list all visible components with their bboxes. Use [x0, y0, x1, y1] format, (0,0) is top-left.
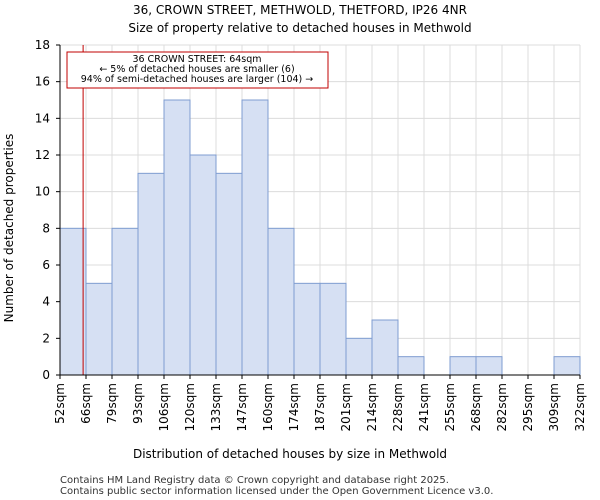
x-tick-label: 255sqm [443, 383, 457, 431]
chart-title: 36, CROWN STREET, METHWOLD, THETFORD, IP… [133, 3, 467, 17]
y-axis-label: Number of detached properties [2, 134, 16, 323]
x-tick-label: 106sqm [157, 383, 171, 431]
bar-52sqm [59, 227, 87, 376]
bar-79sqm [111, 227, 139, 376]
bar-66sqm [85, 282, 113, 376]
x-tick-label: 147sqm [235, 383, 249, 431]
x-tick-label: 120sqm [183, 383, 197, 431]
x-tick-label: 52sqm [53, 383, 67, 424]
y-tick-label: 10 [35, 185, 50, 199]
x-tick-label: 309sqm [547, 383, 561, 431]
bar-106sqm [163, 99, 191, 376]
x-tick-label: 282sqm [495, 383, 509, 431]
chart-subtitle: Size of property relative to detached ho… [128, 21, 471, 35]
x-tick-labels: 52sqm 66sqm 79sqm 93sqm 106sqm 120sqm 133sqm 14… [53, 383, 587, 431]
annotation-line-1: 36 CROWN STREET: 64sqm [132, 54, 261, 65]
x-tick-label: 133sqm [209, 383, 223, 431]
x-tick-label: 322sqm [573, 383, 587, 431]
y-tick-label: 4 [42, 295, 50, 309]
bar-187sqm [319, 282, 347, 376]
y-tick-label: 14 [35, 111, 50, 125]
y-tick-label: 12 [35, 148, 50, 162]
x-tick-label: 295sqm [521, 383, 535, 431]
footer-line-2: Contains public sector information licen… [60, 486, 493, 497]
axes [56, 44, 581, 379]
bar-268sqm [475, 356, 503, 376]
y-tick-label: 0 [42, 368, 50, 382]
bar-201sqm [345, 337, 373, 376]
x-tick-label: 79sqm [105, 383, 119, 424]
bar-93sqm [137, 172, 165, 376]
x-tick-label: 228sqm [391, 383, 405, 431]
x-tick-label: 214sqm [365, 383, 379, 431]
bar-309sqm [553, 356, 581, 376]
y-tick-label: 2 [42, 331, 50, 345]
bars [59, 99, 581, 376]
bar-228sqm [397, 356, 425, 376]
footer-line-1: Contains HM Land Registry data © Crown c… [60, 475, 449, 486]
y-tick-label: 6 [42, 258, 50, 272]
annotation-line-2: ← 5% of detached houses are smaller (6) [99, 64, 294, 75]
bar-160sqm [267, 227, 295, 376]
annotation-box: 36 CROWN STREET: 64sqm ← 5% of detached … [66, 51, 329, 89]
bar-214sqm [371, 319, 399, 376]
x-tick-label: 187sqm [313, 383, 327, 431]
x-tick-label: 66sqm [79, 383, 93, 424]
x-tick-label: 241sqm [417, 383, 431, 431]
bar-133sqm [215, 172, 243, 376]
x-tick-label: 93sqm [131, 383, 145, 424]
y-tick-labels: 0 2 4 6 8 10 12 14 16 18 [35, 38, 50, 382]
y-tick-label: 16 [35, 75, 50, 89]
x-tick-label: 201sqm [339, 383, 353, 431]
bar-255sqm [449, 356, 477, 376]
x-tick-label: 160sqm [261, 383, 275, 431]
bar-174sqm [293, 282, 321, 376]
bar-120sqm [189, 154, 217, 376]
x-axis-label: Distribution of detached houses by size … [133, 447, 447, 461]
annotation-frame [66, 51, 329, 89]
y-tick-label: 8 [42, 221, 50, 235]
y-tick-label: 18 [35, 38, 50, 52]
annotation-line-3: 94% of semi-detached houses are larger (… [81, 74, 314, 85]
x-tick-label: 174sqm [287, 383, 301, 431]
bar-147sqm [241, 99, 269, 376]
x-tick-label: 268sqm [469, 383, 483, 431]
